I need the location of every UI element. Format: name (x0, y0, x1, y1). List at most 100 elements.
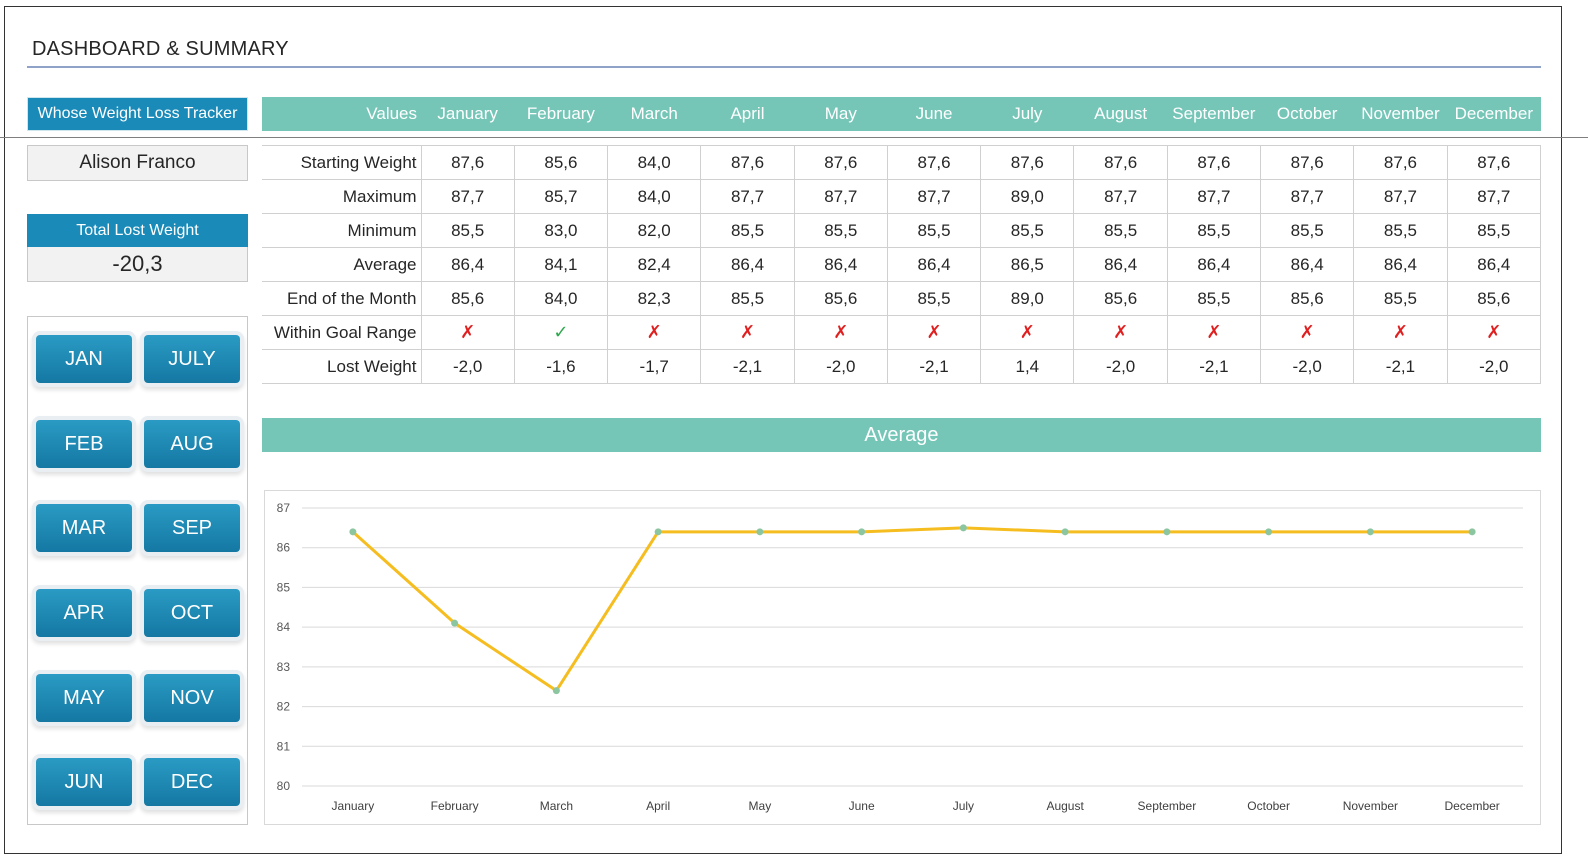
table-cell: 86,4 (420, 247, 515, 282)
row-label: Average (262, 247, 422, 282)
cell-value: 82,0 (637, 220, 671, 240)
table-cell: 85,5 (1073, 213, 1168, 248)
month-button-may[interactable]: MAY (36, 674, 132, 722)
table-cell: 86,4 (1166, 247, 1262, 282)
cell-value: 86,4 (1104, 254, 1138, 274)
cell-value: 85,6 (1104, 288, 1138, 308)
month-button-nov[interactable]: NOV (144, 674, 240, 722)
table-cell: -2,1 (1353, 349, 1448, 384)
summary-table: Values January February March April May June J… (262, 97, 1542, 384)
month-button-dec[interactable]: DEC (144, 758, 240, 806)
cell-value: 85,6 (544, 152, 578, 172)
row-label: End of the Month (262, 281, 422, 316)
cell-value: 84,0 (637, 152, 671, 172)
cross-icon: ✗ (460, 322, 476, 342)
cross-icon: ✗ (1392, 322, 1408, 342)
cell-value: 86,4 (917, 254, 951, 274)
cell-value: 85,6 (451, 288, 485, 308)
cell-value: 87,6 (1104, 152, 1138, 172)
cross-icon: ✗ (1206, 322, 1222, 342)
x-tick-label: February (431, 799, 479, 813)
table-cell: 86,4 (1073, 247, 1168, 282)
cross-icon: ✗ (1486, 322, 1502, 342)
table-row: End of the Month 85,6 84,0 82,3 85,5 85,6 85,5… (262, 281, 1542, 316)
cell-value: 87,6 (824, 152, 858, 172)
header-month: October (1260, 97, 1354, 131)
series-line (351, 526, 1473, 693)
month-button-jan[interactable]: JAN (36, 335, 132, 383)
table-cell: 87,6 (1073, 145, 1168, 180)
month-button-jul[interactable]: JULY (144, 335, 240, 383)
table-cell: ✓ (513, 315, 609, 350)
table-cell: 87,7 (1260, 179, 1355, 214)
table-cell: 87,6 (980, 145, 1075, 180)
month-button-feb[interactable]: FEB (36, 420, 132, 468)
table-cell: 85,5 (1353, 213, 1448, 248)
table-cell: 87,6 (1353, 145, 1448, 180)
table-cell: 86,4 (793, 247, 888, 282)
data-point (654, 528, 662, 536)
table-cell: 85,5 (980, 213, 1075, 248)
month-button-oct[interactable]: OCT (144, 589, 240, 637)
table-cell: 85,6 (513, 145, 609, 180)
row-label: Within Goal Range (262, 315, 422, 350)
y-tick-label: 86 (277, 541, 291, 555)
cell-value: 87,6 (1290, 152, 1324, 172)
spacer-cell (262, 131, 1541, 146)
cell-value: 86,4 (451, 254, 485, 274)
data-point (1366, 528, 1374, 536)
cell-value: -2,0 (1479, 356, 1509, 376)
table-cell: 87,6 (420, 145, 515, 180)
table-cell: ✗ (886, 315, 982, 350)
x-tick-label: April (646, 799, 670, 813)
table-row: Lost Weight -2,0 -1,6 -1,7 -2,1 -2,0 -2,1 1,4 -2… (262, 349, 1542, 384)
month-button-mar[interactable]: MAR (36, 504, 132, 552)
table-cell: 87,7 (886, 179, 982, 214)
table-cell: -2,1 (700, 349, 795, 384)
x-tick-label: November (1343, 799, 1398, 813)
table-row: Minimum 85,5 83,0 82,0 85,5 85,5 85,5 85,5 85,5 8… (262, 213, 1542, 248)
table-cell: ✗ (793, 315, 888, 350)
x-tick-label: September (1138, 799, 1197, 813)
x-tick-label: June (849, 799, 875, 813)
table-cell: 87,7 (1073, 179, 1168, 214)
header-month: January (421, 97, 515, 131)
table-cell: -2,1 (1166, 349, 1262, 384)
cell-value: 85,5 (451, 220, 485, 240)
x-tick-label: May (749, 799, 772, 813)
table-cell: 85,5 (700, 213, 795, 248)
cell-value: -2,0 (452, 356, 483, 376)
cell-value: 87,6 (730, 152, 765, 172)
table-cell: 87,7 (1166, 179, 1262, 214)
cell-value: 85,5 (917, 288, 951, 308)
table-cell: 85,6 (793, 281, 888, 316)
cell-value: 87,7 (730, 186, 765, 206)
chart-svg: 80 81 82 83 84 85 86 87 January February March Apri… (277, 501, 1523, 813)
table-cell: 84,0 (607, 145, 702, 180)
cell-value: -2,1 (732, 356, 763, 376)
cell-value: 87,6 (1383, 152, 1417, 172)
table-cell: 84,1 (513, 247, 609, 282)
table-cell: 85,5 (886, 213, 982, 248)
cell-value: -2,0 (1105, 356, 1136, 376)
table-cell: 86,5 (980, 247, 1075, 282)
y-tick-label: 80 (277, 779, 291, 793)
table-cell: 85,5 (420, 213, 515, 248)
cell-value: 87,7 (1477, 186, 1511, 206)
cell-value: -2,1 (919, 356, 949, 376)
table-cell: 87,6 (1446, 145, 1542, 180)
data-point (552, 687, 560, 695)
cell-value: 85,5 (1290, 220, 1324, 240)
month-button-jun[interactable]: JUN (36, 758, 132, 806)
cell-value: 87,7 (1383, 186, 1417, 206)
month-button-aug[interactable]: AUG (144, 420, 240, 468)
month-button-apr[interactable]: APR (36, 589, 132, 637)
month-button-sep[interactable]: SEP (144, 504, 240, 552)
cell-value: 86,4 (1383, 254, 1417, 274)
header-month: April (700, 97, 795, 131)
table-row: Average 86,4 84,1 82,4 86,4 86,4 86,4 86,5 86,4 8… (262, 247, 1542, 282)
data-point (858, 528, 866, 536)
y-tick-label: 81 (277, 739, 291, 753)
table-cell: 89,0 (980, 281, 1075, 316)
user-name-field[interactable]: Alison Franco (27, 145, 248, 181)
